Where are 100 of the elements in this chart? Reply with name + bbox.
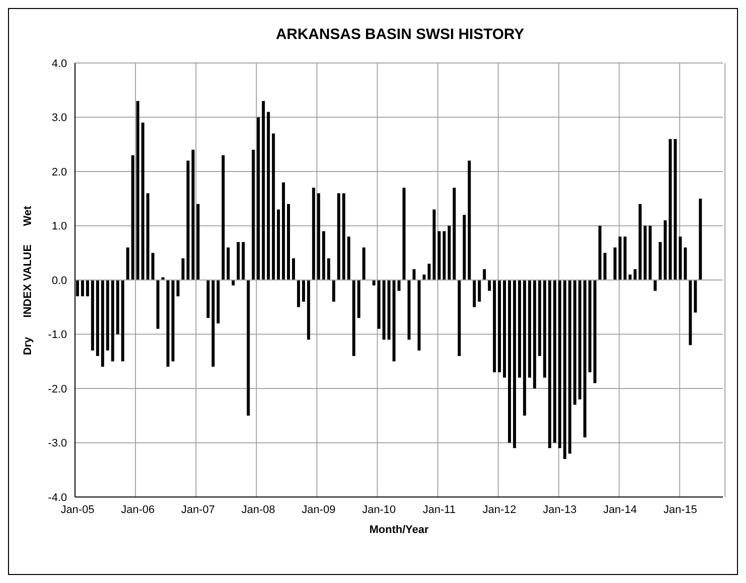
bar [628,274,632,280]
y-tick-label: 2.0 [52,166,67,178]
bar [352,280,356,356]
bar [613,247,616,280]
x-tick-label: Jan-15 [663,504,698,516]
bar [206,280,210,318]
bar [297,280,300,308]
bar [518,280,522,378]
bar [282,182,285,280]
bar [91,280,94,351]
text: Wet [22,206,34,226]
bar [387,280,390,340]
bar [634,269,637,280]
bar [402,188,406,280]
bar [242,242,245,280]
bar [86,280,90,296]
bar [508,280,512,443]
bar [408,280,411,340]
bar [578,280,582,400]
chart-title: ARKANSAS BASIN SWSI HISTORY [276,26,524,43]
bar [317,193,320,280]
bar [528,280,532,378]
x-tick-label: Jan-11 [422,504,456,516]
bar [192,150,195,280]
bar [372,280,376,286]
bar [171,280,174,362]
bar [382,280,386,340]
bar [624,236,627,280]
bar [136,100,140,280]
bar [212,280,215,367]
bar [81,280,84,296]
x-tick-label: Jan-12 [482,504,516,516]
bar [322,231,326,280]
bar [156,280,160,329]
x-tick-label: Jan-14 [603,504,637,516]
bar [538,280,542,356]
bar [654,280,657,291]
y-tick-label: 3.0 [52,112,67,124]
bar [327,258,330,280]
y-tick-label: -1.0 [48,329,67,342]
bar [111,280,114,362]
y-tick-label: 0.0 [52,274,67,287]
y-tick-label: -4.0 [48,492,67,504]
bar [462,214,466,280]
bar [342,193,346,280]
bar [362,247,366,280]
bar [674,138,677,280]
y-tick-label: 1.0 [52,220,67,233]
bar [568,280,572,454]
bar [126,247,130,280]
bar [397,280,400,291]
bar [588,280,592,372]
bar [216,280,220,324]
bar [106,280,110,351]
bar [286,204,290,280]
bar [598,226,602,280]
bar [688,280,692,346]
bar [121,280,124,362]
bar [658,242,662,280]
bar [472,280,476,308]
bar [668,138,672,280]
bar [101,280,104,367]
bar [116,280,120,334]
bar [533,280,536,388]
bar [432,209,436,280]
bar [222,155,225,280]
bar [422,274,426,280]
x-tick-label: Jan-09 [302,504,336,516]
bar [226,247,230,280]
bar [418,280,421,351]
bar [392,280,396,362]
x-tick-label: Jan-05 [60,504,94,516]
bar [482,269,486,280]
bar [573,280,576,405]
bar [543,280,546,378]
bar [412,269,416,280]
bar [468,160,471,280]
bar [502,280,506,378]
bar [312,188,316,280]
bar [513,280,516,448]
bar [246,280,250,416]
bar [262,100,265,280]
y-tick-label: -2.0 [48,383,67,396]
bar [272,134,275,280]
bar [488,280,491,291]
bar [131,155,134,280]
bar [448,226,451,280]
bar [166,280,170,367]
bar [151,252,154,280]
bar [553,280,556,443]
bar [603,252,606,280]
bar [307,280,310,340]
x-tick-label: Jan-07 [181,504,215,516]
bar [638,204,642,280]
bar [498,280,501,372]
bar [523,280,526,416]
bar [644,226,647,280]
x-tick-label: Jan-08 [242,504,276,516]
bar [276,209,280,280]
bar [548,280,552,448]
